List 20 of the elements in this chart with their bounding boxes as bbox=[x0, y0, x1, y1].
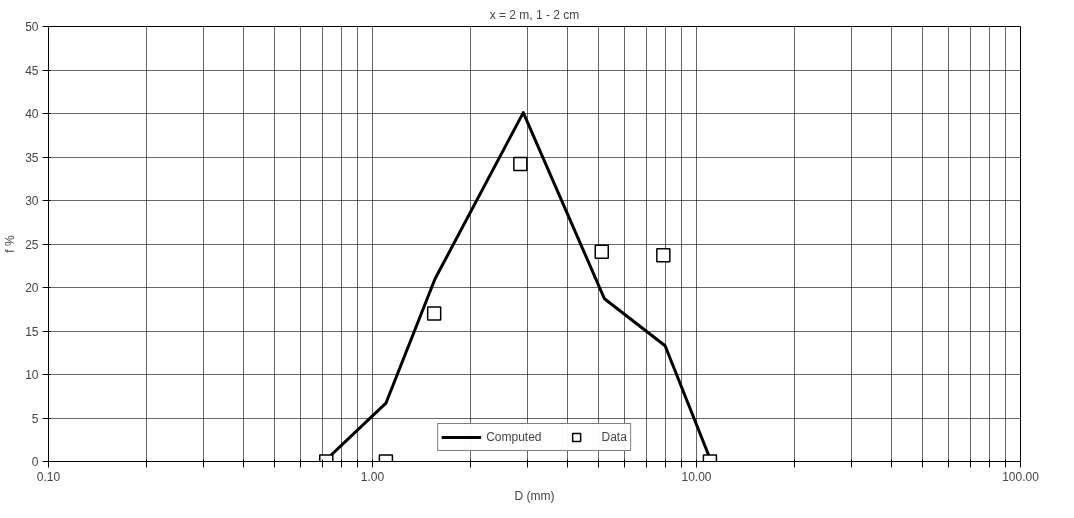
legend-label: Computed bbox=[486, 430, 542, 444]
legend-label: Data bbox=[601, 430, 627, 444]
y-tick-label: 25 bbox=[25, 237, 39, 252]
x-tick-label: 0.10 bbox=[36, 469, 61, 484]
x-axis-title: D (mm) bbox=[514, 488, 555, 503]
y-axis-title: f % bbox=[3, 235, 18, 253]
y-tick-label: 35 bbox=[25, 150, 39, 165]
y-tick-label: 45 bbox=[25, 63, 39, 78]
x-tick-label: 10.00 bbox=[681, 469, 712, 484]
y-tick-label: 10 bbox=[25, 368, 39, 382]
y-tick-label: 50 bbox=[25, 20, 39, 34]
y-tick-label: 20 bbox=[25, 281, 39, 295]
y-tick-label: 30 bbox=[25, 194, 39, 208]
y-tick-label: 0 bbox=[31, 455, 39, 469]
chart-title: x = 2 m, 1 - 2 cm bbox=[489, 7, 580, 22]
x-tick-label: 1.00 bbox=[360, 469, 385, 484]
x-tick-label: 100.00 bbox=[1002, 469, 1040, 484]
y-tick-label: 5 bbox=[31, 411, 39, 426]
y-tick-label: 15 bbox=[25, 324, 39, 339]
y-tick-label: 40 bbox=[25, 107, 39, 121]
